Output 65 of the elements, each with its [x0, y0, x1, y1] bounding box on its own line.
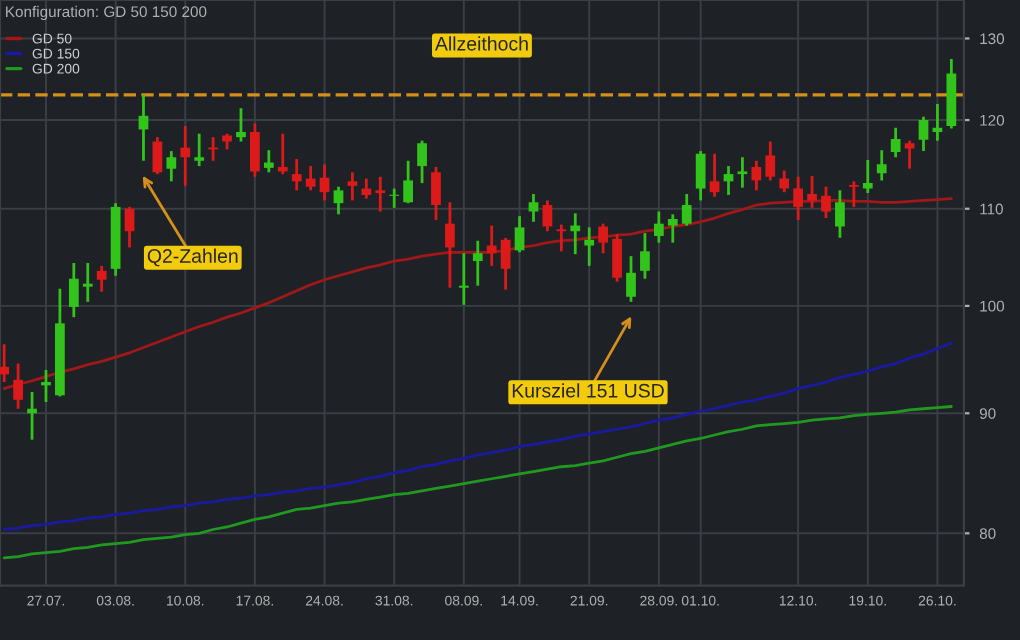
candlestick — [765, 140, 776, 182]
candlestick — [250, 122, 260, 179]
candlestick — [556, 223, 567, 253]
candlestick — [13, 362, 23, 411]
candlestick — [68, 261, 79, 319]
candlestick — [626, 254, 636, 304]
candlestick — [681, 192, 692, 227]
candlestick — [0, 342, 10, 384]
candlestick — [514, 214, 525, 254]
candlestick — [876, 148, 887, 182]
annotation: Q2-Zahlen — [147, 248, 238, 267]
candlestick — [640, 231, 650, 281]
candlestick — [277, 132, 288, 176]
candlestick — [835, 188, 845, 240]
candlestick — [723, 164, 734, 197]
candlestick — [528, 192, 539, 224]
candlestick — [751, 159, 762, 192]
candlestick — [695, 149, 706, 202]
candlestick — [890, 126, 901, 159]
candlestick — [41, 368, 51, 404]
candlestick — [737, 155, 748, 190]
candlestick — [291, 157, 302, 192]
candlestick — [347, 170, 358, 202]
candlestick — [375, 175, 386, 213]
candlestick — [263, 148, 274, 174]
candlestick — [166, 149, 177, 183]
candlestick — [862, 158, 873, 195]
candlestick — [848, 179, 859, 209]
candlestick — [417, 139, 427, 185]
line-series — [2, 341, 953, 531]
candlestick — [709, 152, 720, 199]
candlestick — [584, 226, 595, 268]
annotation: Kursziel 151 USD — [512, 383, 664, 398]
candlestick — [458, 251, 469, 307]
candlestick — [653, 210, 664, 245]
candlestick — [361, 177, 372, 200]
candlestick — [793, 175, 804, 222]
candlestick — [333, 185, 344, 216]
candlestick — [779, 169, 790, 194]
candlestick — [570, 211, 581, 256]
candlestick — [152, 135, 163, 176]
candlestick — [27, 390, 37, 442]
candlestick — [472, 239, 483, 288]
candlestick — [500, 236, 511, 292]
candlestick — [918, 115, 929, 153]
line-series — [2, 405, 953, 560]
ref-line-label: Allzeithoch — [434, 36, 528, 51]
candlestick — [821, 185, 831, 220]
candlestick — [667, 212, 678, 245]
candlestick — [305, 164, 316, 192]
candlestick — [598, 222, 609, 255]
candlestick — [431, 165, 441, 222]
candlestick — [542, 199, 553, 233]
candlestick — [124, 205, 135, 249]
candlestick — [194, 132, 205, 168]
candlestick — [82, 261, 93, 304]
candlestick — [445, 200, 455, 290]
candlestick — [612, 232, 622, 284]
candlestick — [180, 124, 191, 188]
candlestick — [96, 264, 107, 294]
candlestick — [486, 224, 497, 268]
candlestick — [236, 106, 246, 143]
candlestick — [807, 174, 817, 210]
candlestick — [403, 159, 413, 205]
candlestick — [389, 187, 400, 210]
